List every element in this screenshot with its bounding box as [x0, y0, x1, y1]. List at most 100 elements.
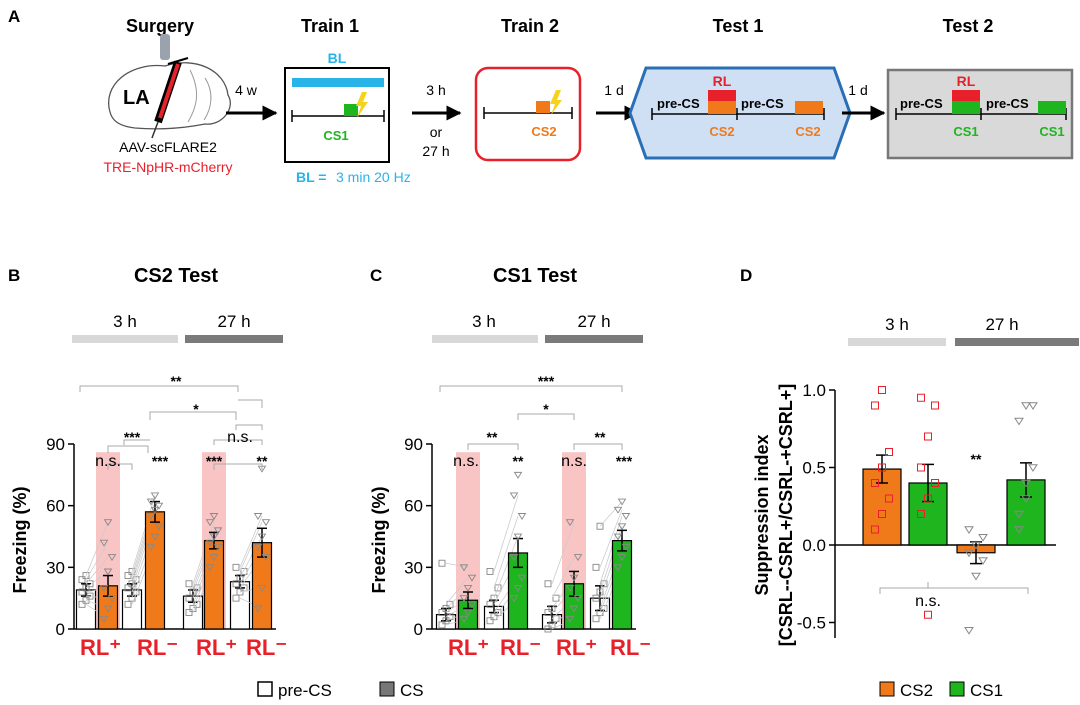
- pair-line: [85, 571, 109, 589]
- legend-label-cs: CS: [400, 681, 424, 700]
- data-point: [253, 543, 263, 551]
- sig-c-2: **: [513, 453, 524, 469]
- cs2-block-test1: [708, 101, 736, 114]
- test2-cs1-a: CS1: [953, 124, 978, 139]
- data-point: [128, 594, 136, 602]
- bl-label: BL: [328, 50, 347, 66]
- pair-line: [85, 542, 109, 580]
- test2-cs1-b: CS1: [1039, 124, 1064, 139]
- data-point: [459, 615, 469, 623]
- panel-a: A Surgery Train 1 Train 2 Test 1 Test 2 …: [8, 7, 1074, 185]
- data-point: [1014, 526, 1024, 535]
- y-axis-label-c: Freezing (%): [369, 486, 389, 593]
- rl-block-test2: [952, 90, 980, 101]
- legend-swatch-cs1: [949, 681, 965, 697]
- y-tick-label: 90: [46, 435, 65, 454]
- data-point: [463, 584, 473, 592]
- data-point: [459, 564, 469, 572]
- data-point: [1021, 495, 1031, 504]
- data-point: [213, 527, 223, 535]
- pair-line: [239, 521, 263, 572]
- sig-brackets-d: [879, 582, 1029, 594]
- sig-brackets-c: [439, 385, 623, 450]
- data-point: [232, 580, 240, 588]
- data-point: [592, 594, 600, 602]
- rl-label-c-3: RL⁺: [556, 635, 597, 660]
- panel-label-d: D: [740, 266, 752, 285]
- data-point: [878, 463, 886, 472]
- data-point: [513, 584, 523, 592]
- data-point: [486, 617, 494, 625]
- data-point: [971, 541, 981, 550]
- pair-line: [551, 577, 575, 609]
- time-label-27h-d: 27 h: [985, 315, 1018, 334]
- sig-d-1: **: [971, 451, 982, 467]
- time-label-3h-d: 3 h: [885, 315, 909, 334]
- stage-test2: Test 2: [943, 16, 994, 36]
- data-point: [544, 609, 552, 617]
- y-tick-label: 60: [46, 497, 65, 516]
- sig-b-5: **: [257, 453, 268, 469]
- rl-label-b-4: RL⁻: [246, 635, 287, 660]
- y-tick-label: 0.5: [802, 459, 826, 478]
- data-point: [613, 506, 623, 514]
- data-point: [253, 605, 263, 613]
- data-point: [513, 533, 523, 541]
- y-tick-label: 0: [414, 620, 423, 639]
- y-tick-label: 1.0: [802, 381, 826, 400]
- test2-box: pre-CS RL pre-CS CS1 CS1: [886, 68, 1074, 160]
- data-point: [438, 559, 446, 567]
- data-point: [146, 513, 156, 520]
- cs1-block: [344, 104, 358, 116]
- data-point: [978, 557, 988, 566]
- rl-label-b-3: RL⁺: [196, 635, 237, 660]
- time-label-3h-c: 3 h: [472, 312, 496, 331]
- data-point: [971, 572, 981, 581]
- bl-eq-value: 3 min 20 Hz: [336, 169, 411, 185]
- sig-c-7: *: [543, 401, 549, 417]
- data-point: [154, 523, 164, 531]
- data-point: [931, 401, 939, 410]
- data-point: [209, 533, 219, 541]
- panel-c: C CS1 Test 3 h 27 h Freezing (%) 0 30 60 90…: [369, 265, 651, 660]
- data-point: [236, 574, 244, 582]
- pair-line: [599, 526, 623, 593]
- sig-brackets-b: [79, 385, 263, 470]
- pair-line: [599, 501, 623, 527]
- bar: [144, 511, 166, 630]
- time-bar-3h-c: [432, 335, 538, 343]
- data-point: [205, 539, 215, 547]
- interval-1: 4 w: [235, 82, 258, 98]
- data-point: [154, 502, 164, 510]
- data-point: [1014, 510, 1024, 519]
- y-tick-label: 60: [404, 497, 423, 516]
- data-point: [253, 513, 263, 520]
- data-point: [517, 513, 527, 520]
- panel-label-c: C: [370, 266, 382, 285]
- data-point: [205, 519, 215, 527]
- data-point: [193, 600, 201, 608]
- data-point: [509, 492, 519, 500]
- data-point: [878, 386, 886, 394]
- data-point: [871, 401, 879, 410]
- shock-icon: [356, 92, 368, 118]
- data-point: [261, 519, 271, 527]
- bar: [203, 540, 225, 630]
- data-point: [442, 604, 450, 612]
- data-point: [99, 584, 109, 592]
- data-point: [924, 432, 932, 441]
- data-point: [261, 554, 271, 562]
- sig-b-3: ***: [124, 429, 141, 445]
- legend-swatch-cs: [379, 681, 395, 697]
- data-point: [565, 519, 575, 527]
- rl-label-c-4: RL⁻: [610, 635, 651, 660]
- data-point: [438, 609, 446, 617]
- data-point: [124, 584, 132, 592]
- pair-line: [131, 495, 156, 572]
- data-point: [513, 471, 523, 479]
- interval-3: 1 d: [604, 82, 623, 98]
- data-point: [613, 533, 623, 541]
- pair-line: [445, 577, 469, 605]
- stage-test1: Test 1: [713, 16, 764, 36]
- rl-block-test1: [708, 90, 736, 101]
